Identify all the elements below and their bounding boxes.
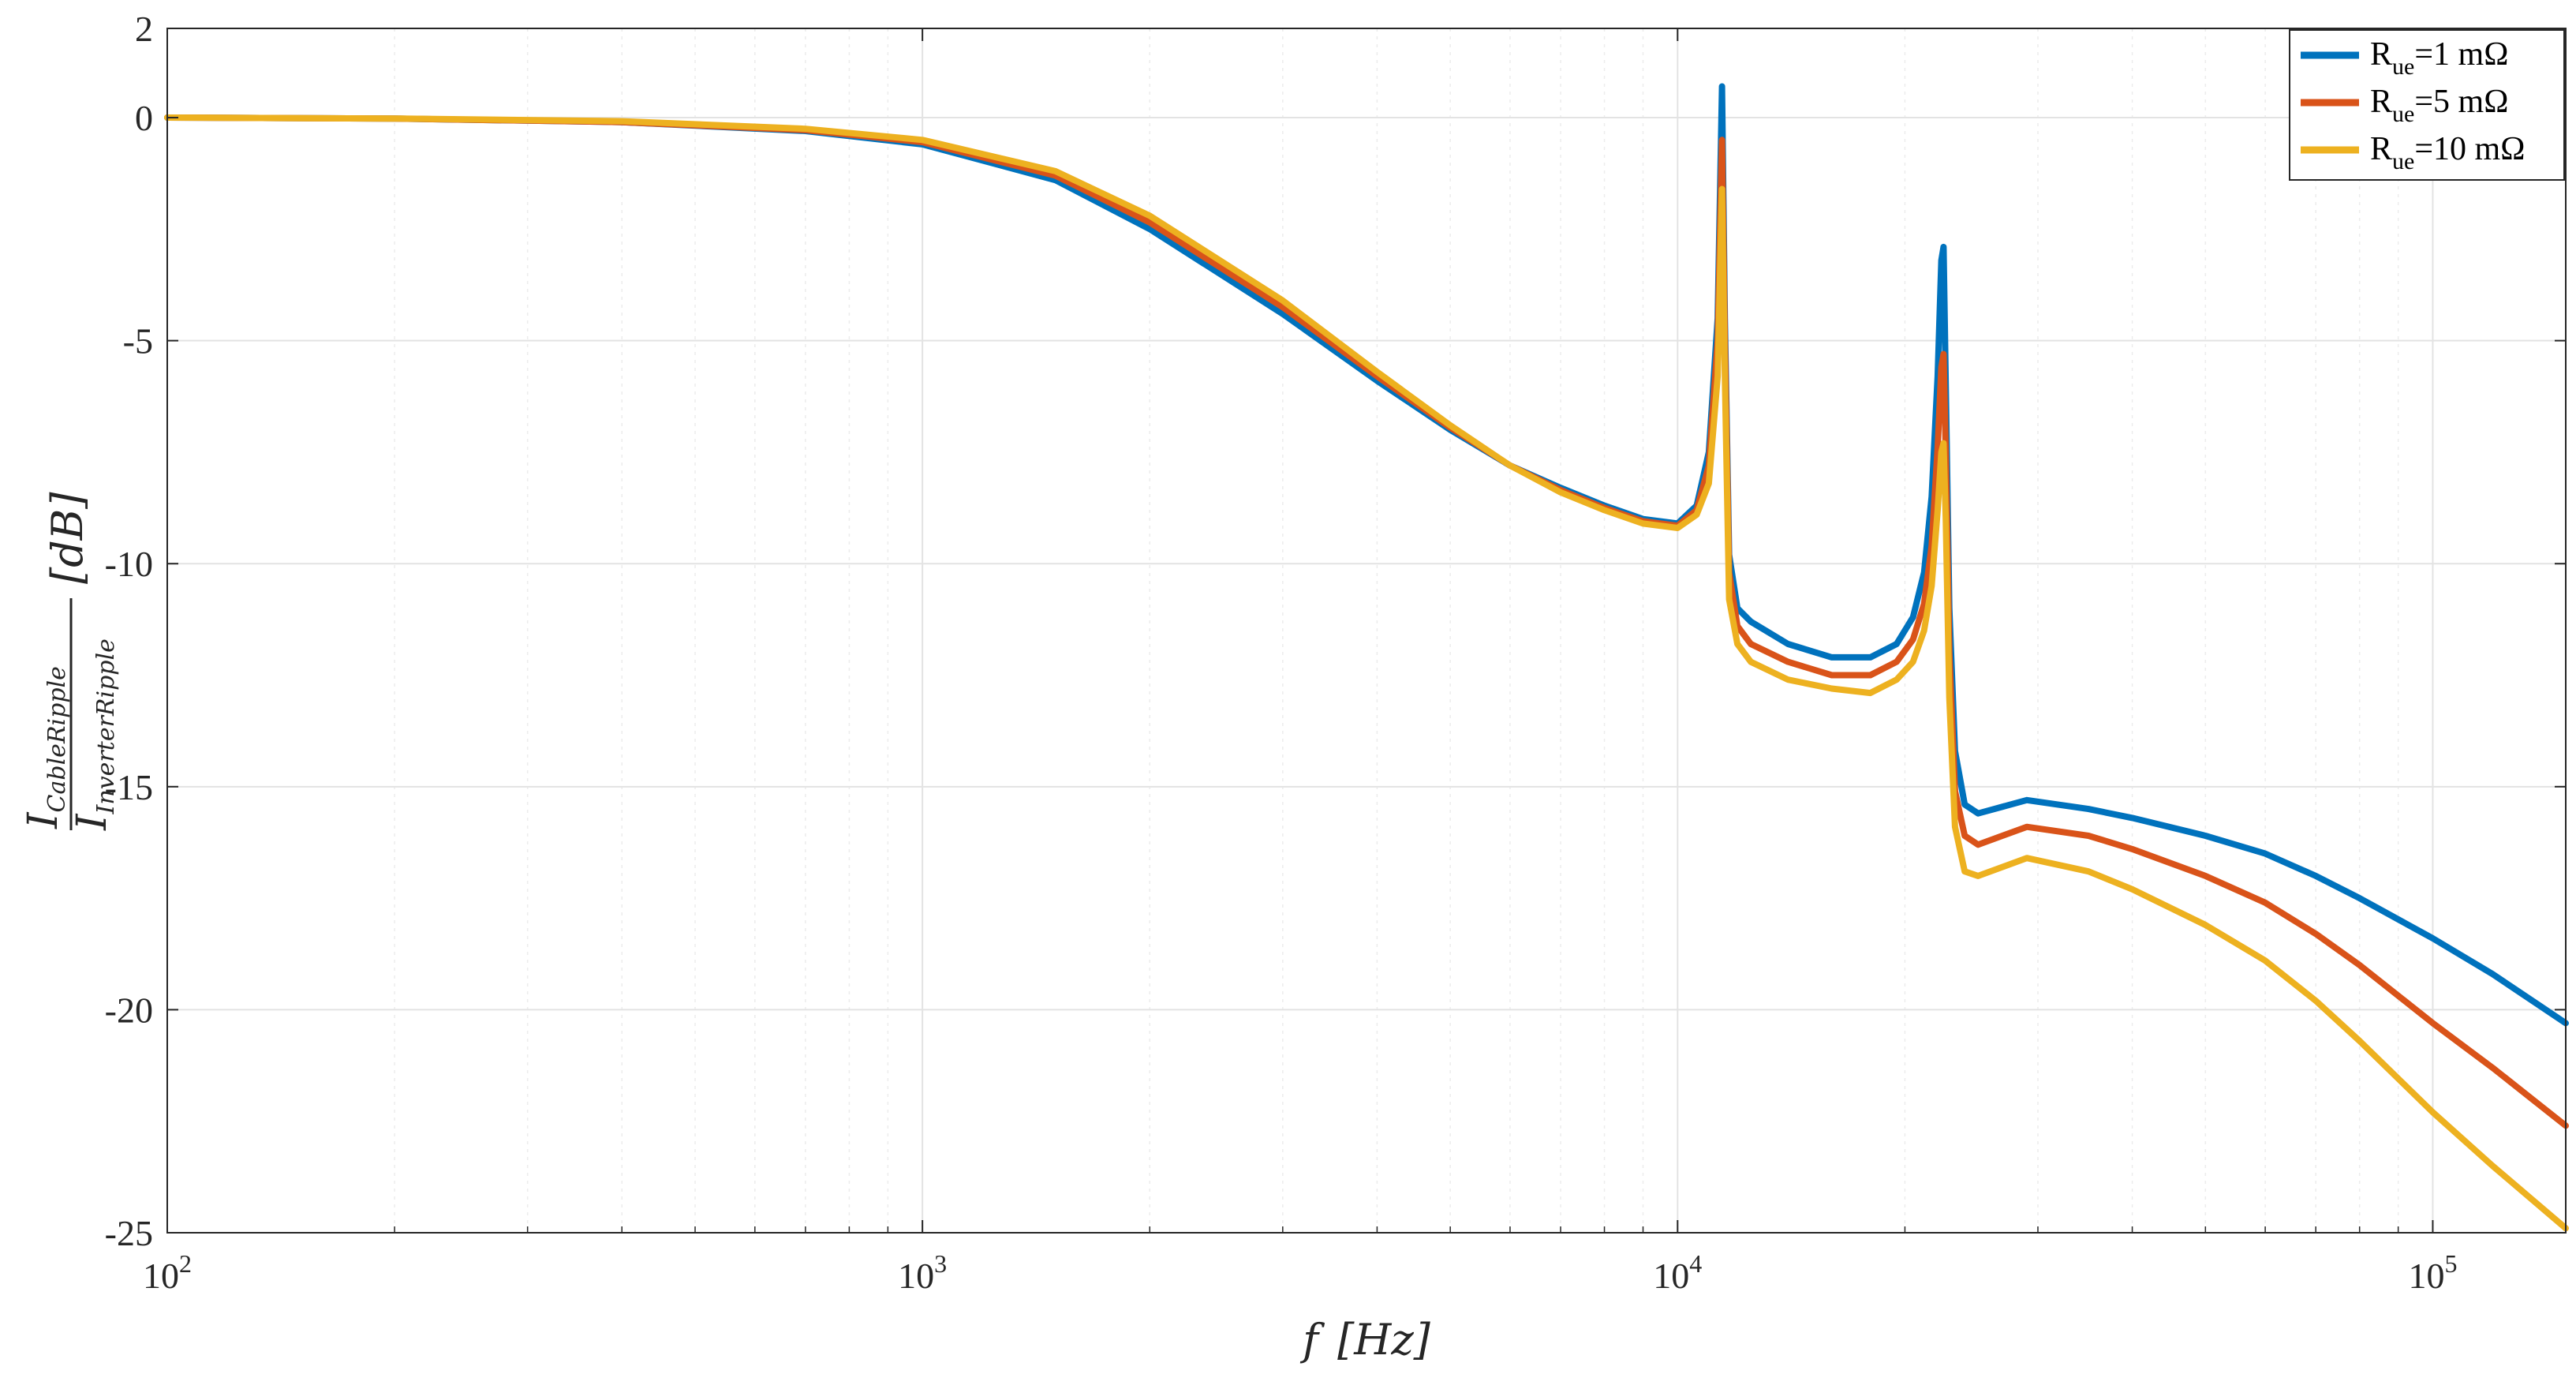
y-label-denominator: IInverterRipple bbox=[69, 638, 120, 831]
series-layer bbox=[164, 83, 2569, 1232]
x-axis-unit: [Hz] bbox=[1337, 1315, 1431, 1365]
y-tick-label: 0 bbox=[135, 98, 153, 138]
series-line-1 bbox=[164, 83, 2569, 1027]
x-tick-label: 102 bbox=[143, 1249, 192, 1296]
y-tick-label: -15 bbox=[105, 767, 153, 807]
legend-label-2: Rue=5 mΩ bbox=[2370, 84, 2508, 127]
series-line-2 bbox=[164, 114, 2569, 1129]
legend-label-1: Rue=1 mΩ bbox=[2370, 36, 2508, 80]
y-tick-label: -20 bbox=[105, 990, 153, 1030]
y-tick-label: 2 bbox=[135, 9, 153, 49]
y-label-numerator: ICableRipple bbox=[20, 666, 71, 829]
plot-background bbox=[167, 28, 2566, 1233]
legend-entry-3: Rue=10 mΩ bbox=[2301, 131, 2525, 174]
legend-label-3: Rue=10 mΩ bbox=[2370, 131, 2525, 174]
x-axis-var: f bbox=[1299, 1315, 1325, 1365]
plot-frame bbox=[166, 28, 2567, 1234]
y-label-denominator-sub: InverterRipple bbox=[92, 638, 120, 814]
grid bbox=[167, 28, 2566, 1233]
series-line-3 bbox=[164, 114, 2569, 1232]
x-tick-label: 105 bbox=[2408, 1249, 2457, 1296]
y-axis-label: ICableRipple IInverterRipple [dB] bbox=[20, 492, 120, 831]
legend-entry-2: Rue=5 mΩ bbox=[2301, 84, 2508, 127]
y-tick-label: -5 bbox=[123, 321, 153, 361]
x-tick-label: 103 bbox=[898, 1249, 947, 1296]
legend-entry-1: Rue=1 mΩ bbox=[2301, 36, 2508, 80]
y-label-numerator-sub: CableRipple bbox=[43, 666, 71, 812]
legend: Rue=1 mΩ Rue=5 mΩ Rue=10 mΩ bbox=[2289, 29, 2565, 181]
y-tick-label: -10 bbox=[105, 544, 153, 584]
y-label-unit: [dB] bbox=[43, 492, 92, 584]
x-tick-label: 104 bbox=[1653, 1249, 1702, 1296]
y-tick-label: -25 bbox=[105, 1213, 153, 1253]
x-axis-label: f [Hz] bbox=[1299, 1315, 1431, 1365]
